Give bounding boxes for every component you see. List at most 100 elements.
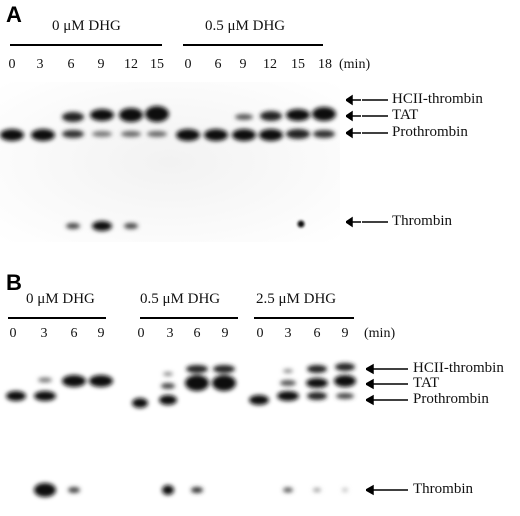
panel-a-condition-1: 0.5 μM DHG (205, 18, 286, 34)
panel-b-time-25-2: 6 (313, 326, 321, 341)
panel-a-time-05-5: 18 (318, 57, 332, 72)
panel-b-hcii-band-lane7 (186, 365, 208, 373)
panel-b-prothrombin-band-lane1 (6, 391, 26, 401)
panel-a-time-unit: (min) (339, 57, 371, 72)
panel-b-label-hcii: HCII-thrombin (413, 360, 504, 376)
panel-b-prothrombin-band-lane11 (307, 392, 327, 400)
panel-a-thrombin-spot-lane11 (297, 220, 305, 228)
panel-a-tat-band-lane4 (90, 109, 114, 121)
panel-b-prothrombin-band-lane6 (159, 395, 177, 405)
panel-a-tat-band-lane11 (286, 109, 310, 121)
panel-a-condition-0: 0 μM DHG (52, 18, 121, 34)
panel-a-prothrombin-band-lane1 (0, 129, 24, 141)
panel-b-tat-band-lane3 (62, 375, 86, 387)
panel-b-prothrombin-band-lane12 (336, 393, 354, 399)
panel-b-tat-band-lane6 (161, 383, 175, 389)
panel-a-tat-band-lane3 (62, 112, 84, 122)
panel-b-time-25-0: 0 (256, 326, 264, 341)
panel-b-time-05-2: 6 (193, 326, 201, 341)
panel-b-label-tat: TAT (413, 375, 440, 391)
panel-a-time-0-4: 12 (124, 57, 138, 72)
panel-a-arrows (346, 94, 361, 228)
panel-a-arrow-shafts (362, 99, 388, 223)
panel-a-time-05-3: 12 (263, 57, 277, 72)
panel-a-time-05-0: 0 (184, 57, 192, 72)
panel-b-time-unit: (min) (364, 326, 396, 341)
panel-b-time-0-3: 9 (97, 326, 105, 341)
panel-b-gel (6, 363, 356, 497)
panel-a-gel-background (0, 82, 340, 242)
panel-a-prothrombin-band-lane7 (176, 129, 200, 141)
panel-b-time-05-3: 9 (221, 326, 229, 341)
panel-a-prothrombin-band-lane10 (259, 129, 283, 141)
panel-a-label-thrombin: Thrombin (392, 213, 452, 229)
panel-b-thrombin-arrowhead (366, 484, 374, 496)
panel-a-prothrombin-band-lane6 (147, 131, 167, 137)
panel-b-tat-band-lane10 (280, 380, 296, 386)
panel-b-thrombin-band-lane2 (34, 483, 56, 497)
panel-b-hcii-band-lane12 (335, 363, 355, 371)
panel-a-tat-band-lane12 (312, 107, 336, 121)
panel-b-thrombin-band-lane11 (313, 488, 321, 492)
panel-a-label-prothrombin: Prothrombin (392, 124, 468, 140)
panel-a-prothrombin-band-lane4 (92, 131, 112, 137)
panel-b-letter: B (6, 270, 22, 295)
panel-a-time-0-1: 3 (36, 57, 44, 72)
panel-b-prothrombin-arrowhead (366, 394, 374, 406)
panel-a-thrombin-band-lane5 (124, 223, 138, 229)
panel-b-thrombin-band-lane10 (283, 487, 293, 493)
panel-b-hcii-arrowhead (366, 363, 374, 375)
panel-b-thrombin-band-lane12 (342, 488, 348, 492)
panel-b-time-05-0: 0 (137, 326, 145, 341)
panel-b-prothrombin-band-lane9 (249, 395, 269, 405)
panel-a-tat-band-lane10 (260, 111, 282, 121)
panel-a-gel (0, 82, 340, 242)
panel-a-time-0-0: 0 (8, 57, 16, 72)
panel-b-tat-band-lane7 (185, 375, 209, 391)
panel-a-prothrombin-band-lane8 (204, 129, 228, 141)
panel-b-bracket-0 (8, 317, 106, 319)
panel-a-thrombin-band-lane3 (66, 223, 80, 229)
panel-a-time-05-4: 15 (291, 57, 305, 72)
panel-b-tat-band-lane4 (89, 375, 113, 387)
panel-b-hcii-band-lane11 (307, 365, 327, 373)
panel-b-thrombin-band-lane3 (68, 487, 80, 493)
panel-b-condition-1: 0.5 μM DHG (140, 291, 221, 307)
panel-b-condition-0: 0 μM DHG (26, 291, 95, 307)
panel-b-tat-band-lane8 (212, 375, 236, 391)
panel-a-thrombin-band-lane4 (92, 221, 112, 231)
panel-b-tat-arrowhead (366, 378, 374, 390)
panel-b-prothrombin-band-lane2 (34, 391, 56, 401)
panel-b-time-25-3: 9 (341, 326, 349, 341)
panel-a-time-05-1: 6 (214, 57, 222, 72)
panel-a-prothrombin-band-lane9 (232, 129, 256, 141)
panel-a-thrombin-arrowhead (346, 216, 353, 228)
panel-a-time-0-3: 9 (97, 57, 105, 72)
panel-b-hcii-band-lane8 (213, 365, 235, 373)
panel-b-prothrombin-band-lane5 (132, 398, 148, 408)
panel-b-arrows (366, 363, 408, 496)
panel-a-prothrombin-band-lane2 (31, 129, 55, 141)
panel-b-label-thrombin: Thrombin (413, 481, 473, 497)
panel-a-tat-arrowhead (346, 110, 353, 122)
panel-a-tat-band-lane6 (145, 106, 169, 122)
panel-a-prothrombin-band-lane11 (286, 129, 310, 139)
panel-b-time-05-1: 3 (166, 326, 174, 341)
panel-a-time-0-2: 6 (67, 57, 75, 72)
panel-b-label-prothrombin: Prothrombin (413, 391, 489, 407)
panel-b-time-0-0: 0 (9, 326, 17, 341)
panel-b-tat-band-lane11 (306, 378, 328, 388)
panel-b-time-0-2: 6 (70, 326, 78, 341)
panel-b-thrombin-band-lane6 (162, 485, 174, 495)
panel-b-thrombin-band-lane7 (191, 487, 203, 493)
panel-a-label-tat: TAT (392, 107, 419, 123)
panel-b-tat-band-lane2 (38, 377, 52, 383)
panel-a-tat-band-lane9 (235, 114, 253, 120)
panel-a-bracket-1 (183, 44, 323, 46)
panel-b-condition-2: 2.5 μM DHG (256, 291, 337, 307)
panel-a-tat-band-lane5 (119, 108, 143, 122)
panel-b-prothrombin-band-lane10 (277, 391, 299, 401)
panel-b-bracket-1 (140, 317, 238, 319)
panel-a-hcii-arrowhead (346, 94, 353, 106)
